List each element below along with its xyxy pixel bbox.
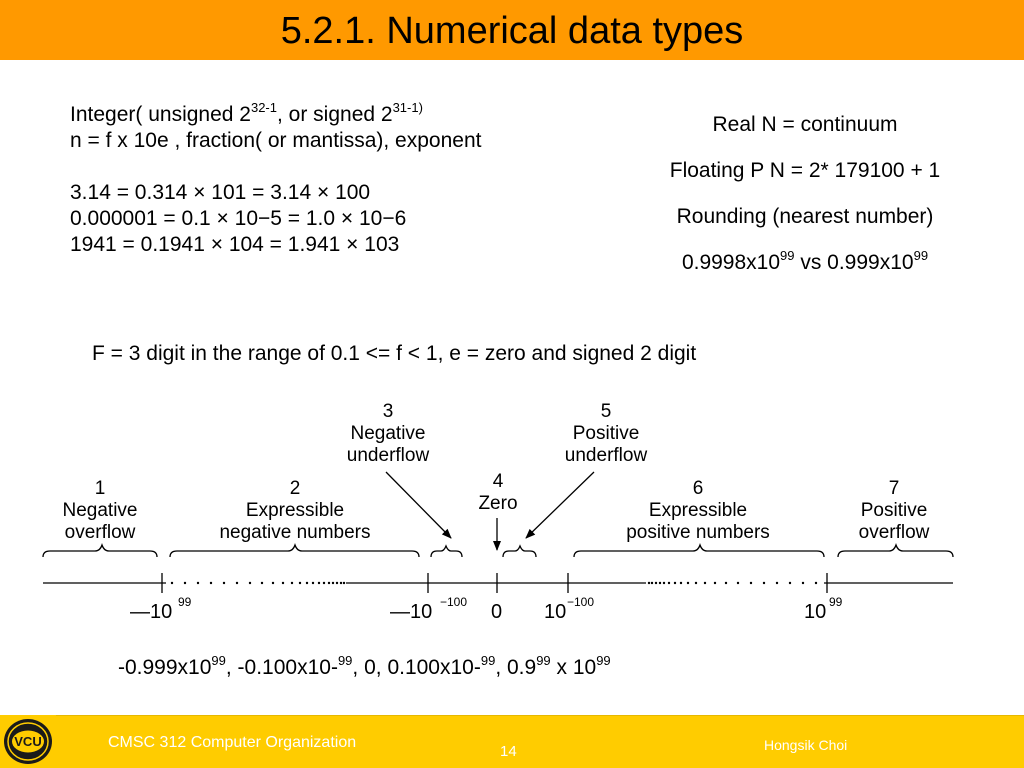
real-line: Real N = continuum [712,113,898,136]
region-5-line2: underflow [565,445,648,466]
brace-2 [169,542,420,558]
values-part-3: , 0, 0.100x10- [352,656,481,679]
arrow-positive-underflow [525,471,595,539]
integer-line-text: Integer( unsigned 2 [70,103,251,126]
range-description: F = 3 digit in the range of 0.1 <= f < 1… [92,342,697,365]
brace-1 [42,542,158,558]
tick-label-pos-large-exp: 99 [829,595,843,609]
values-part-2: , -0.100x10- [225,656,338,679]
tick-label-neg-large: —10 [130,601,172,623]
floating-line: Floating P N = 2* 179100 + 1 [669,159,941,182]
title-bar: 5.2.1. Numerical data types [0,0,1024,60]
brace-5 [502,544,537,558]
values-part-5: x 10 [550,656,597,679]
number-line-diagram: 1 Negative overflow 2 Expressible negati… [42,401,954,623]
region-5-line1: Positive [573,423,640,444]
example-line-1: 3.14 = 0.314 × 101 = 3.14 × 100 [70,181,371,204]
comparison-a: 0.9998x10 [681,251,781,274]
comparison-exp1: 99 [780,248,795,263]
tick-label-neg-large-exp: 99 [178,595,192,609]
example-line-3: 1941 = 0.1941 × 104 = 1.941 × 103 [70,233,400,256]
integer-line: Integer( unsigned 232-1, or signed 231-1… [70,100,481,128]
brace-3 [430,544,463,558]
values-exp-1: 99 [211,653,226,668]
region-7-number: 7 [889,478,900,499]
tick-label-pos-small: 10 [544,601,566,623]
region-7-line2: overflow [859,522,930,543]
region-2-number: 2 [290,478,301,499]
footer-divider [56,715,1024,716]
values-part-4: , 0.9 [495,656,537,679]
region-2-line1: Expressible [246,500,344,521]
arrow-negative-underflow [385,471,452,539]
integer-line-exp1: 32-1 [250,100,277,115]
footer-author: Hongsik Choi [764,737,848,753]
comparison-exp2: 99 [913,248,929,263]
integer-line-mid: , or signed 2 [277,103,393,126]
values-exp-2: 99 [337,653,353,668]
region-2-line2: negative numbers [219,522,370,543]
tick-label-neg-small-exp: −100 [440,595,467,609]
values-exp-3: 99 [480,653,496,668]
integer-text-block: Integer( unsigned 232-1, or signed 231-1… [70,100,482,258]
brace-7 [837,542,954,558]
rounding-line: Rounding (nearest number) [676,205,934,228]
region-1-line1: Negative [63,500,138,521]
real-number-text-block: Real N = continuum Floating P N = 2* 179… [600,112,1010,296]
region-7-line1: Positive [861,500,928,521]
footer-bar: VCU CMSC 312 Computer Organization 14 Ho… [0,715,1024,768]
footer-page-number: 14 [500,743,517,760]
values-exp-4: 99 [536,653,551,668]
footer-logo-box: VCU [0,715,56,768]
region-1-line2: overflow [65,522,136,543]
region-1-number: 1 [95,478,106,499]
example-line-2: 0.000001 = 0.1 × 10−5 = 1.0 × 10−6 [70,207,407,230]
tick-label-pos-large: 10 [804,601,826,623]
region-5-number: 5 [601,401,612,422]
values-part-1: -0.999x10 [118,656,212,679]
integer-line-exp2: 31-1) [392,100,423,115]
mantissa-line: n = f x 10e , fraction( or mantissa), ex… [70,129,482,152]
expressible-dots [170,581,818,585]
tick-label-neg-small: —10 [390,601,432,623]
region-6-line1: Expressible [649,500,747,521]
svg-text:VCU: VCU [14,734,41,749]
example-values-line: -0.999x1099, -0.100x10-99, 0, 0.100x10-9… [118,653,611,680]
region-4-line1: Zero [478,493,517,514]
region-3-line1: Negative [351,423,426,444]
footer-course-title: CMSC 312 Computer Organization [108,734,357,751]
slide-title: 5.2.1. Numerical data types [280,10,744,52]
comparison-b: vs 0.999x10 [794,251,914,274]
tick-label-pos-small-exp: −100 [567,595,594,609]
region-6-line2: positive numbers [626,522,770,543]
values-exp-5: 99 [596,653,611,668]
tick-label-zero: 0 [491,601,502,623]
region-6-number: 6 [693,478,704,499]
vcu-logo: VCU [4,719,52,764]
brace-6 [573,542,825,558]
region-4-number: 4 [493,471,504,492]
region-3-number: 3 [383,401,394,422]
comparison-line: 0.9998x1099 vs 0.999x1099 [600,248,1010,276]
region-3-line2: underflow [347,445,430,466]
